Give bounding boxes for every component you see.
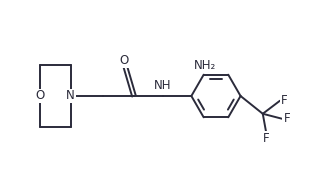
- Text: O: O: [119, 54, 128, 67]
- Text: NH: NH: [154, 79, 172, 92]
- Text: F: F: [281, 94, 287, 107]
- Text: N: N: [67, 89, 75, 103]
- Text: F: F: [263, 132, 270, 145]
- Text: NH₂: NH₂: [194, 59, 216, 72]
- Text: O: O: [35, 89, 45, 103]
- Text: F: F: [283, 112, 290, 125]
